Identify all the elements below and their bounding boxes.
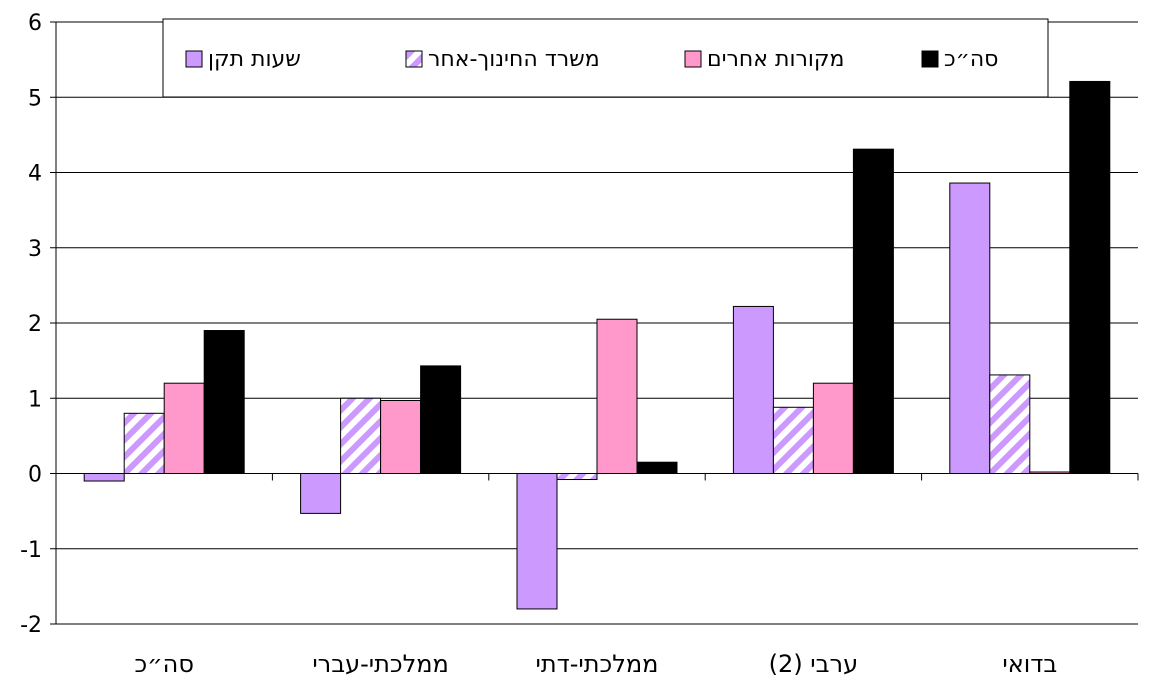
legend-swatch-0 [185, 50, 203, 68]
bar-series-1-cat-2 [556, 473, 598, 481]
bar-series-0-cat-3 [732, 305, 774, 474]
x-category-label: ערבי (2) [769, 650, 858, 678]
bar-series-1-cat-3 [772, 406, 814, 474]
legend-label-0: שעות תקן [208, 47, 301, 72]
legend-label-1: משרד החינוך-אחר [428, 47, 600, 72]
bar-series-2-cat-4 [1029, 471, 1071, 474]
bar-series-2-cat-0 [163, 382, 205, 475]
bar-series-3-cat-1 [420, 365, 462, 474]
y-tick-label: 1 [28, 387, 42, 412]
legend-swatch-3 [921, 50, 939, 68]
bar-series-1-cat-0 [123, 412, 165, 474]
y-tick-label: -1 [20, 538, 42, 563]
bar-series-0-cat-0 [83, 473, 125, 482]
x-category-label: סה״כ [134, 650, 193, 678]
x-category-label: ממלכתי-עברי [312, 650, 449, 678]
legend-box [162, 18, 1049, 98]
legend: שעות תקן משרד החינוך-אחר מקורות אחרים סה״כ [162, 18, 1049, 98]
y-axis-ticks: -2 -1 0 1 2 3 4 5 6 [20, 11, 42, 638]
bar-series-1-cat-4 [989, 374, 1031, 474]
bar-series-3-cat-3 [852, 148, 894, 475]
x-category-label: בדואי [1002, 650, 1057, 678]
legend-label-2: מקורות אחרים [707, 47, 844, 72]
legend-swatch-2 [684, 50, 702, 68]
x-category-label: ממלכתי-דתי [536, 650, 659, 678]
y-tick-label: -2 [20, 613, 42, 638]
bar-series-2-cat-1 [380, 400, 422, 475]
y-tick-label: 5 [28, 86, 42, 111]
y-tick-label: 0 [28, 463, 42, 488]
y-tick-label: 2 [28, 312, 42, 337]
bar-series-2-cat-2 [596, 318, 638, 474]
bar-series-2-cat-3 [812, 382, 854, 475]
bars [83, 80, 1111, 610]
x-axis-categories: סה״כ ממלכתי-עברי ממלכתי-דתי ערבי (2) בדואי [134, 650, 1057, 678]
bar-series-3-cat-0 [203, 330, 245, 474]
bar-series-0-cat-2 [516, 473, 558, 610]
bar-series-0-cat-4 [949, 182, 991, 474]
legend-swatch-1 [405, 50, 423, 68]
y-tick-label: 4 [28, 162, 42, 187]
legend-label-3: סה״כ [944, 47, 998, 72]
y-tick-label: 6 [28, 11, 42, 36]
bar-series-1-cat-1 [340, 397, 382, 474]
bar-series-3-cat-2 [636, 461, 678, 474]
bar-series-0-cat-1 [300, 473, 342, 514]
bar-series-3-cat-4 [1069, 80, 1111, 474]
y-tick-label: 3 [28, 237, 42, 262]
